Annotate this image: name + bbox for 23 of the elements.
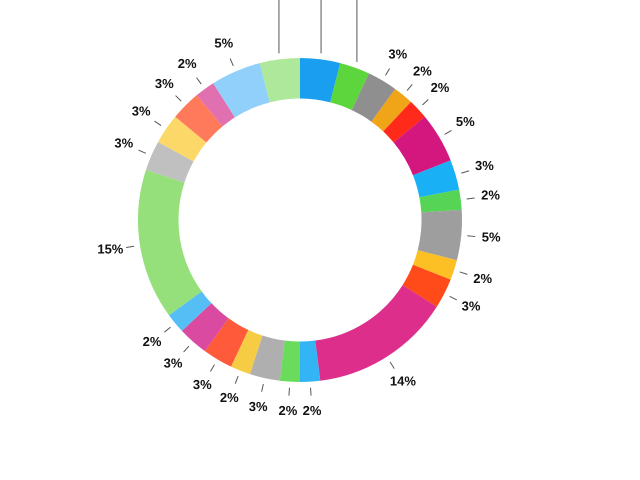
data-label: 3% — [462, 298, 481, 314]
data-label: 2% — [481, 188, 500, 203]
data-label: 2% — [220, 390, 240, 406]
data-label: 5% — [214, 35, 234, 50]
data-label: 2% — [178, 56, 197, 72]
data-label: 3% — [192, 376, 212, 392]
data-label: 14% — [390, 374, 416, 389]
data-label: 5% — [456, 114, 476, 129]
data-label: 2% — [412, 64, 432, 79]
data-label: 3% — [164, 356, 183, 371]
data-label: 3% — [114, 135, 134, 150]
data-label: 15% — [97, 242, 124, 257]
data-label: 3% — [474, 158, 494, 174]
data-label: 3% — [154, 76, 174, 91]
data-label: 2% — [302, 403, 322, 418]
data-label: 3% — [132, 104, 152, 119]
data-label: 2% — [430, 80, 450, 96]
data-label: 3% — [388, 46, 408, 62]
data-label: 2% — [142, 334, 162, 349]
data-label: 3% — [248, 398, 268, 414]
data-label: 5% — [482, 230, 501, 245]
data-label: 2% — [473, 270, 492, 286]
data-label: 2% — [278, 403, 298, 418]
